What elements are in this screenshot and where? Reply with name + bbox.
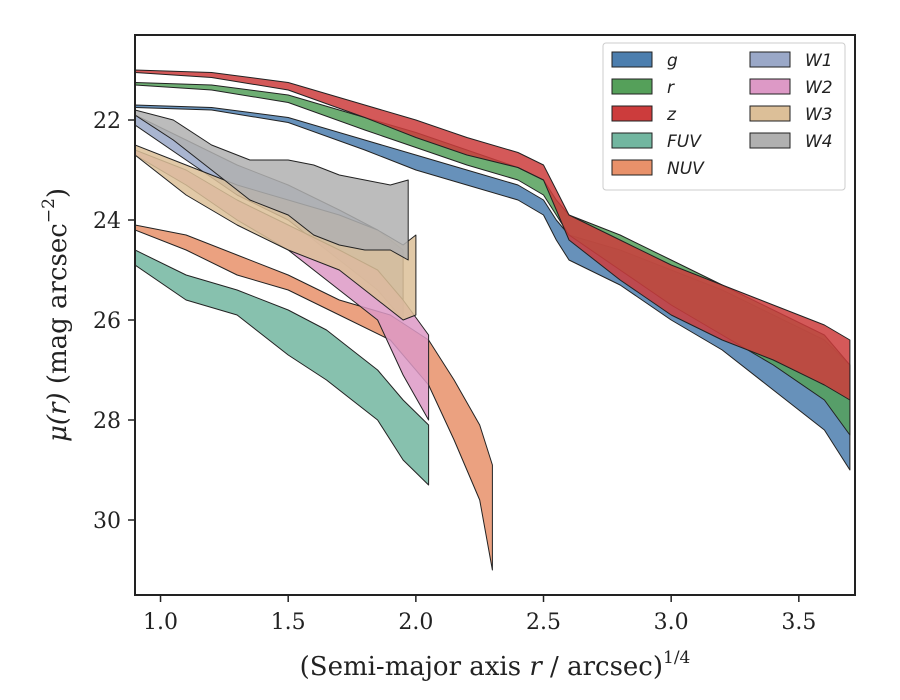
legend-label-w4: W4: [805, 132, 833, 152]
x-tick-label: 1.5: [271, 610, 306, 635]
legend-swatch-g: [611, 51, 653, 68]
y-tick-label: 30: [93, 509, 121, 534]
band-nuv: [135, 224, 493, 571]
legend-label-nuv: NUV: [667, 159, 705, 179]
y-tick-label: 22: [93, 109, 121, 134]
x-axis-ticks: 1.0 1.5 2.0 2.5 3.0 3.5: [143, 595, 816, 635]
x-tick-label: 3.0: [654, 610, 689, 635]
legend-label-r: r: [667, 78, 675, 98]
band-w4: [135, 109, 409, 261]
legend-swatch-w4: [749, 132, 791, 149]
legend-swatch-r: [611, 78, 653, 95]
legend-swatch-z: [611, 105, 653, 122]
x-tick-label: 2.5: [526, 610, 561, 635]
legend-label-g: g: [667, 51, 678, 71]
legend-swatch-w1: [749, 51, 791, 68]
y-tick-label: 24: [93, 209, 121, 234]
legend-swatch-w2: [749, 78, 791, 95]
y-axis-ticks: 22 24 26 28 30: [93, 109, 135, 534]
plot-frame: [134, 34, 856, 596]
legend-label-w3: W3: [805, 105, 833, 125]
legend-label-w2: W2: [805, 78, 833, 98]
legend-swatch-fuv: [611, 132, 653, 149]
data-bands: [135, 69, 851, 571]
legend: grz FUV NUV W1 W2 W3 W4: [602, 42, 846, 191]
x-tick-label: 2.0: [398, 610, 433, 635]
legend-label-fuv: FUV: [667, 132, 702, 152]
y-tick-label: 26: [93, 309, 121, 334]
band-fuv: [135, 249, 430, 486]
x-axis-label: (Semi-major axis r / arcsec)1/4: [300, 648, 691, 682]
legend-label-z: z: [666, 105, 677, 125]
legend-swatch-nuv: [611, 159, 653, 176]
band-z: [135, 69, 851, 401]
y-tick-label: 28: [93, 409, 121, 434]
legend-swatch-w3: [749, 105, 791, 122]
legend-label-w1: W1: [805, 51, 833, 71]
x-tick-label: 1.0: [143, 610, 178, 635]
y-axis-label: μ(r) (mag arcsec−2): [39, 188, 73, 442]
x-tick-label: 3.5: [781, 610, 816, 635]
